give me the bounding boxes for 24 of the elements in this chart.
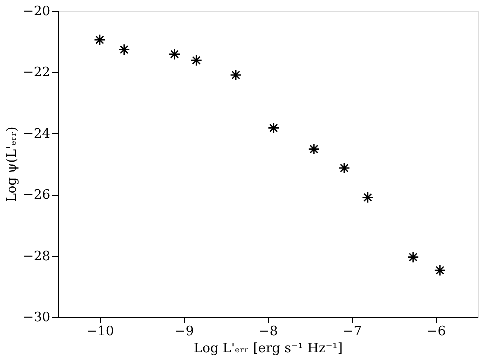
point [168, 48, 181, 60]
y-tick-label: −26 [23, 188, 50, 204]
y-tick-label: −22 [23, 66, 50, 81]
point [118, 44, 130, 56]
x-tick-label: −7 [342, 324, 362, 340]
x-tick-label: −6 [426, 324, 446, 340]
x-tick-label: −10 [86, 324, 114, 340]
point [362, 192, 374, 204]
y-tick-label: −20 [23, 4, 50, 20]
x-axis-title: Log L'ₑᵣᵣ [erg s⁻¹ Hz⁻¹] [194, 342, 343, 356]
point [268, 122, 280, 134]
point [407, 251, 420, 264]
point [190, 54, 202, 66]
point [338, 162, 350, 174]
point [94, 34, 106, 46]
y-tick-label: −30 [23, 310, 50, 326]
x-tick-label: −9 [174, 324, 194, 340]
y-tick-label: −24 [23, 126, 50, 142]
y-tick-label: −28 [23, 249, 50, 264]
point [230, 69, 242, 82]
point [434, 264, 446, 276]
x-tick-label: −8 [258, 324, 278, 340]
y-axis-title: Log ψ(L'ₑᵣᵣ) [5, 126, 20, 202]
point [308, 143, 320, 156]
